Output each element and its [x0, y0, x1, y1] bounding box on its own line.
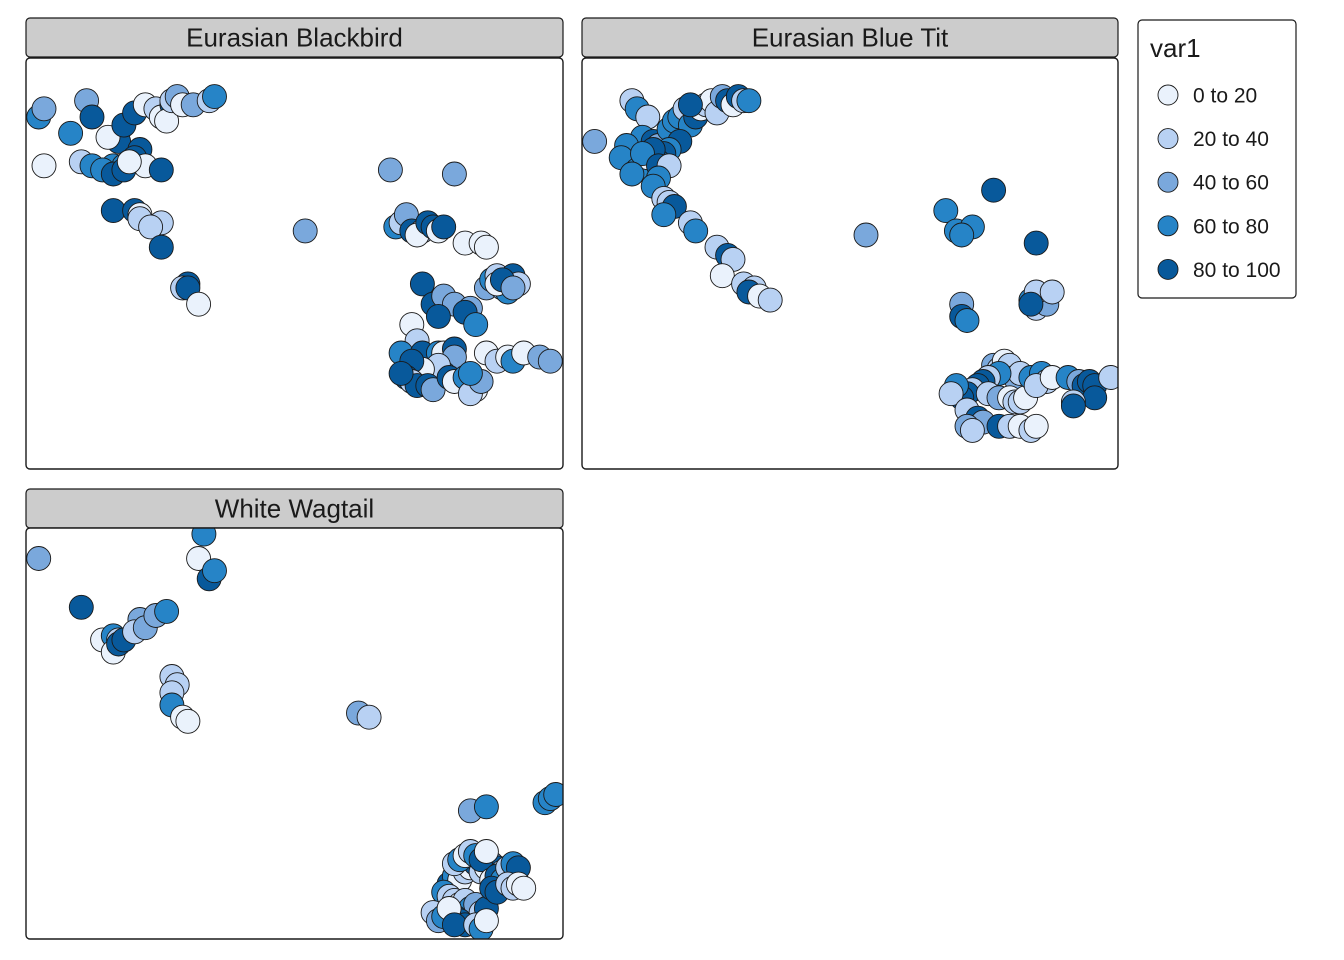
- data-point: [138, 214, 164, 240]
- data-point: [148, 234, 174, 260]
- facet-strip: [25, 17, 564, 58]
- legend: var1 0 to 20 20 to 40 40 to 60 60 to 80 80 to…: [1137, 19, 1297, 299]
- points-layer: [26, 528, 563, 939]
- data-point: [473, 908, 499, 934]
- data-point: [1098, 365, 1118, 390]
- data-point: [202, 558, 227, 584]
- facet-strip-label: Eurasian Blue Tit: [752, 23, 949, 53]
- data-point: [1082, 385, 1108, 411]
- data-point: [441, 912, 467, 938]
- legend-label: 0 to 20: [1193, 85, 1257, 108]
- data-point: [853, 222, 879, 248]
- data-point: [1060, 393, 1086, 419]
- data-point: [959, 417, 985, 443]
- data-point: [938, 381, 964, 407]
- data-point: [473, 839, 499, 864]
- legend-label: 60 to 80: [1193, 215, 1269, 238]
- panel-border: [25, 527, 564, 940]
- facet-strip: [581, 17, 1119, 58]
- data-point: [202, 84, 227, 110]
- panel-background: [26, 58, 563, 469]
- data-point: [949, 222, 975, 248]
- data-point: [463, 312, 489, 338]
- data-point: [1023, 230, 1049, 256]
- legend-label: 40 to 60: [1193, 172, 1269, 195]
- facet-panels: Eurasian Blackbird Eurasian Blue Tit White…: [25, 17, 1119, 940]
- data-point: [473, 234, 499, 260]
- data-point: [441, 161, 467, 187]
- panel-border: [581, 57, 1119, 470]
- data-point: [457, 360, 483, 386]
- legend-label: 20 to 40: [1193, 128, 1269, 151]
- panel-background: [26, 528, 563, 939]
- data-point: [26, 546, 52, 571]
- data-point: [473, 794, 499, 820]
- data-point: [757, 287, 783, 313]
- legend-label: 80 to 100: [1193, 259, 1281, 282]
- data-point: [582, 128, 608, 154]
- points-layer: [26, 84, 563, 407]
- facet-eurasian-blackbird: Eurasian Blackbird: [25, 17, 564, 470]
- panel-border: [25, 57, 564, 470]
- data-point: [709, 263, 735, 289]
- data-point: [425, 303, 451, 329]
- data-point: [31, 153, 57, 179]
- data-point: [954, 308, 980, 333]
- data-point: [186, 291, 212, 317]
- data-point: [377, 157, 403, 183]
- data-point: [511, 875, 537, 901]
- facet-strip-label: White Wagtail: [215, 494, 374, 524]
- data-point: [356, 704, 382, 730]
- facet-white-wagtail: White Wagtail: [25, 488, 564, 940]
- data-point: [31, 96, 57, 122]
- legend-key-40-to-60: [1157, 171, 1179, 193]
- data-point: [1039, 279, 1065, 305]
- data-point: [736, 88, 762, 114]
- data-point: [148, 157, 174, 183]
- data-point: [292, 218, 318, 244]
- data-point: [683, 218, 709, 244]
- data-point: [543, 782, 563, 807]
- data-point: [58, 120, 84, 146]
- data-point: [175, 708, 201, 734]
- data-point: [651, 202, 677, 228]
- data-point: [619, 161, 645, 187]
- facet-eurasian-blue-tit: Eurasian Blue Tit: [581, 17, 1119, 470]
- legend-key-20-to-40: [1157, 128, 1179, 150]
- data-point: [1018, 291, 1044, 317]
- legend-title: var1: [1150, 33, 1201, 63]
- legend-key-0-to-20: [1157, 84, 1179, 106]
- facet-strip-label: Eurasian Blackbird: [186, 23, 403, 53]
- data-point: [933, 198, 959, 224]
- data-point: [537, 348, 563, 374]
- data-point: [500, 275, 526, 301]
- data-point: [68, 594, 94, 620]
- data-point: [1023, 413, 1049, 439]
- legend-key-80-to-100: [1157, 258, 1179, 280]
- data-point: [79, 104, 105, 130]
- legend-key-60-to-80: [1157, 215, 1179, 237]
- data-point: [409, 271, 435, 297]
- data-point: [388, 360, 414, 386]
- points-layer: [582, 84, 1118, 443]
- data-point: [431, 214, 457, 240]
- data-point: [981, 177, 1007, 203]
- data-point: [677, 92, 703, 118]
- data-point: [154, 598, 180, 624]
- data-point: [100, 198, 126, 224]
- data-point: [116, 149, 142, 175]
